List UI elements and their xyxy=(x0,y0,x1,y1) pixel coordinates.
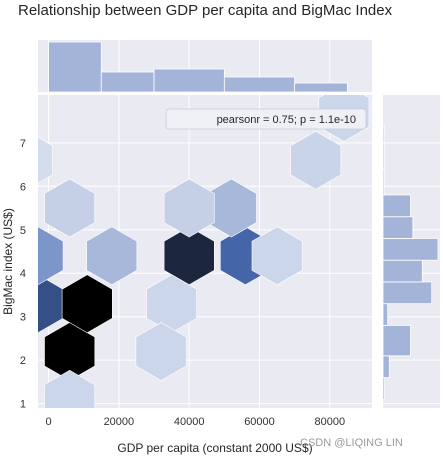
hexbin-cells xyxy=(38,95,370,408)
y-marginal-histogram xyxy=(382,95,440,408)
y-marginal-bar xyxy=(382,238,439,261)
x-marginal-bar xyxy=(153,68,225,93)
x-marginal-bar xyxy=(100,71,155,93)
x-marginal-bar xyxy=(223,76,296,93)
y-marginal-bar xyxy=(382,142,385,170)
y-tick-label: 3 xyxy=(20,312,26,324)
hexbin-cell xyxy=(44,369,96,408)
y-marginal-bar xyxy=(382,325,411,357)
hexbin-cell xyxy=(86,226,138,286)
chart-title: Relationship between GDP per capita and … xyxy=(18,2,393,19)
x-tick-label: 0 xyxy=(45,416,51,428)
x-tick-label: 40000 xyxy=(174,416,205,428)
y-marginal-bar xyxy=(382,125,385,144)
hexbin-cell xyxy=(163,178,215,238)
hexbin-cell xyxy=(251,226,303,286)
hexbin-cell xyxy=(38,136,53,184)
axes: 0 20000 40000 60000 80000 1 2 3 4 5 6 7 GDP per capi… xyxy=(1,138,345,455)
y-tick-label: 1 xyxy=(20,399,26,411)
y-marginal-bar xyxy=(382,377,385,400)
hexbin-cell xyxy=(290,130,342,190)
hexbin-cell xyxy=(44,178,96,238)
y-tick-label: 4 xyxy=(20,268,26,280)
y-tick-label: 5 xyxy=(20,225,26,237)
x-tick-label: 80000 xyxy=(315,416,346,428)
y-marginal-bar xyxy=(382,194,411,218)
y-tick-label: 2 xyxy=(20,355,26,367)
hexbin-cell xyxy=(38,226,64,286)
hexbin-plot-area xyxy=(38,95,372,408)
y-marginal-bar xyxy=(382,281,433,305)
y-tick-label: 6 xyxy=(20,181,26,193)
y-marginal-bar xyxy=(382,168,385,196)
y-marginal-bar xyxy=(382,259,423,283)
watermark: CSDN @LIQING LIN xyxy=(300,437,403,449)
x-tick-label: 60000 xyxy=(244,416,275,428)
y-marginal-bar xyxy=(382,355,390,378)
y-marginal-bar xyxy=(382,216,414,239)
stat-annotation: pearsonr = 0.75; p = 1.1e-10 xyxy=(165,108,367,130)
y-tick-label: 7 xyxy=(20,138,26,150)
x-axis-label: GDP per capita (constant 2000 US$) xyxy=(117,441,312,455)
hexbin-cell xyxy=(135,322,187,381)
y-marginal-bar xyxy=(382,303,389,326)
annotation-text: pearsonr = 0.75; p = 1.1e-10 xyxy=(217,114,356,126)
x-marginal-histogram xyxy=(38,40,372,93)
hexbin-cell xyxy=(61,274,113,334)
x-marginal-bar xyxy=(294,82,348,93)
x-tick-label: 20000 xyxy=(104,416,135,428)
y-axis-label: BigMac index (US$) xyxy=(1,208,15,315)
x-marginal-bar xyxy=(48,41,102,93)
annotation-box xyxy=(165,108,367,130)
